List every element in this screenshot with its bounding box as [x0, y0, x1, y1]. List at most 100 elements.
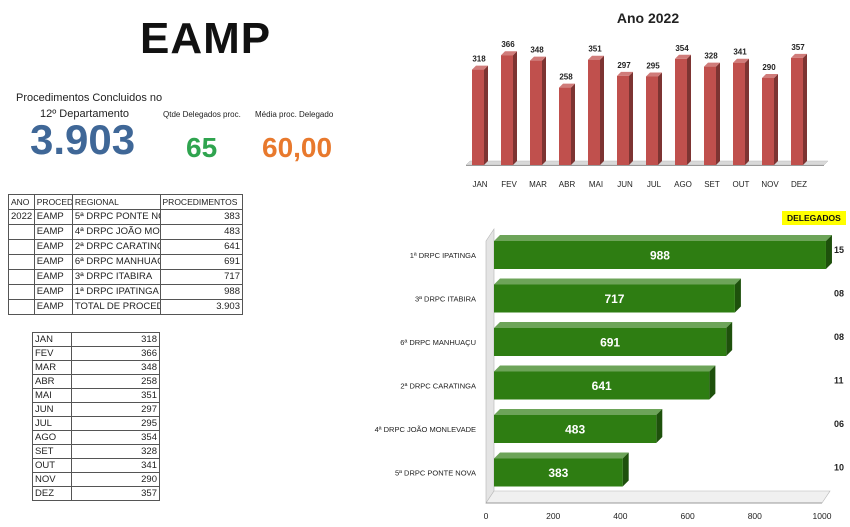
x-tick-label: JUL: [647, 180, 662, 189]
table-row: OUT 341: [32, 458, 160, 473]
data-label: 348: [530, 46, 544, 55]
chart-wall: [485, 228, 495, 504]
table-header-cell: PROCEDIMENTOS: [159, 194, 244, 210]
delegados-count: 08: [834, 332, 844, 342]
bar-side: [622, 452, 629, 487]
value-cell: 341: [71, 458, 160, 473]
table-row: JUL 295: [32, 416, 160, 431]
table-cell: 988: [159, 284, 244, 300]
table-cell: EAMP: [33, 284, 73, 300]
y-tick-label: 2ª DRPC CARATINGA: [400, 382, 476, 391]
bar-top: [494, 409, 663, 415]
bar-top: [704, 62, 720, 67]
table-cell: TOTAL DE PROCEDIMENTOS: [71, 299, 161, 315]
data-label: 357: [791, 43, 805, 52]
bar: [762, 78, 774, 165]
bar-top: [472, 65, 488, 70]
month-cell: FEV: [32, 346, 72, 361]
bar-top: [791, 53, 807, 58]
bar-side: [513, 51, 517, 166]
x-tick-label: 600: [681, 511, 695, 521]
table-cell: 3.903: [159, 299, 244, 315]
bar: [559, 87, 571, 165]
bar: [530, 60, 542, 165]
table-row: SET 328: [32, 444, 160, 459]
x-tick-label: 400: [613, 511, 627, 521]
qtde-delegados-value: 65: [186, 132, 218, 163]
table-cell: 5ª DRPC PONTE NOVA: [71, 209, 161, 225]
delegados-count: 08: [834, 289, 844, 299]
data-label: 354: [675, 44, 689, 53]
table-row: EAMP 3ª DRPC ITABIRA 717: [8, 269, 244, 285]
table-cell: 3ª DRPC ITABIRA: [71, 269, 161, 285]
value-cell: 328: [71, 444, 160, 459]
x-tick-label: 800: [748, 511, 762, 521]
table-header-cell: ANO: [8, 194, 35, 210]
delegados-count: 11: [834, 376, 844, 386]
bar: [704, 66, 716, 165]
delegados-count: 10: [834, 463, 844, 473]
chart-floor: [485, 490, 831, 504]
x-tick-label: 1000: [813, 511, 832, 521]
month-cell: JAN: [32, 332, 72, 347]
delegados-badge: DELEGADOS: [782, 211, 846, 225]
data-label: 297: [617, 61, 631, 70]
data-label: 483: [565, 423, 585, 437]
x-tick-label: AGO: [674, 180, 692, 189]
bar: [675, 58, 687, 165]
value-cell: 351: [71, 388, 160, 403]
x-tick-label: ABR: [559, 180, 576, 189]
table-cell: EAMP: [33, 239, 73, 255]
table-cell: EAMP: [33, 299, 73, 315]
data-label: 295: [646, 62, 660, 71]
qtde-delegados-label: Qtde Delegados proc.: [163, 110, 241, 119]
bar: [588, 59, 600, 166]
table-cell: EAMP: [33, 254, 73, 270]
y-tick-label: 6ª DRPC MANHUAÇU: [400, 338, 476, 347]
month-cell: SET: [32, 444, 72, 459]
data-label: 383: [548, 466, 568, 480]
month-cell: MAI: [32, 388, 72, 403]
bar-side: [542, 56, 546, 165]
bar: [494, 241, 826, 269]
x-tick-label: JAN: [472, 180, 487, 189]
table-row: JAN 318: [32, 332, 160, 347]
x-tick-label: MAR: [529, 180, 547, 189]
delegados-count: 06: [834, 419, 844, 429]
chart-title: Ano 2022: [617, 10, 679, 26]
table-cell: 641: [159, 239, 244, 255]
x-tick-label: MAI: [589, 180, 603, 189]
data-label: 258: [559, 73, 573, 82]
month-cell: NOV: [32, 472, 72, 487]
total-procedimentos-value: 3.903: [30, 116, 136, 163]
value-cell: 258: [71, 374, 160, 389]
month-cell: JUL: [32, 416, 72, 431]
month-cell: OUT: [32, 458, 72, 473]
table-cell: 1ª DRPC IPATINGA: [71, 284, 161, 300]
x-tick-label: 200: [546, 511, 560, 521]
data-label: 328: [704, 52, 718, 61]
bar-top: [494, 452, 629, 459]
data-label: 691: [600, 336, 620, 350]
value-cell: 297: [71, 402, 160, 417]
procedimentos-label: Procedimentos Concluidos no: [16, 92, 163, 104]
x-tick-label: SET: [704, 180, 720, 189]
bar-side: [656, 409, 663, 443]
bar: [494, 458, 623, 487]
table-cell: 483: [159, 224, 244, 240]
bar-side: [774, 74, 778, 165]
bar-side: [687, 54, 691, 165]
bar-top: [530, 56, 546, 61]
bar-top: [494, 365, 716, 372]
bar-side: [716, 62, 720, 165]
table-row: EAMP 1ª DRPC IPATINGA 988: [8, 284, 244, 300]
table-cell: [8, 284, 35, 300]
bar-side: [629, 71, 633, 165]
data-label: 988: [650, 249, 670, 263]
data-label: 641: [592, 379, 612, 393]
table-cell: 2ª DRPC CARATINGA: [71, 239, 161, 255]
table-row: MAR 348: [32, 360, 160, 375]
value-cell: 348: [71, 360, 160, 375]
table-cell: EAMP: [33, 209, 73, 225]
